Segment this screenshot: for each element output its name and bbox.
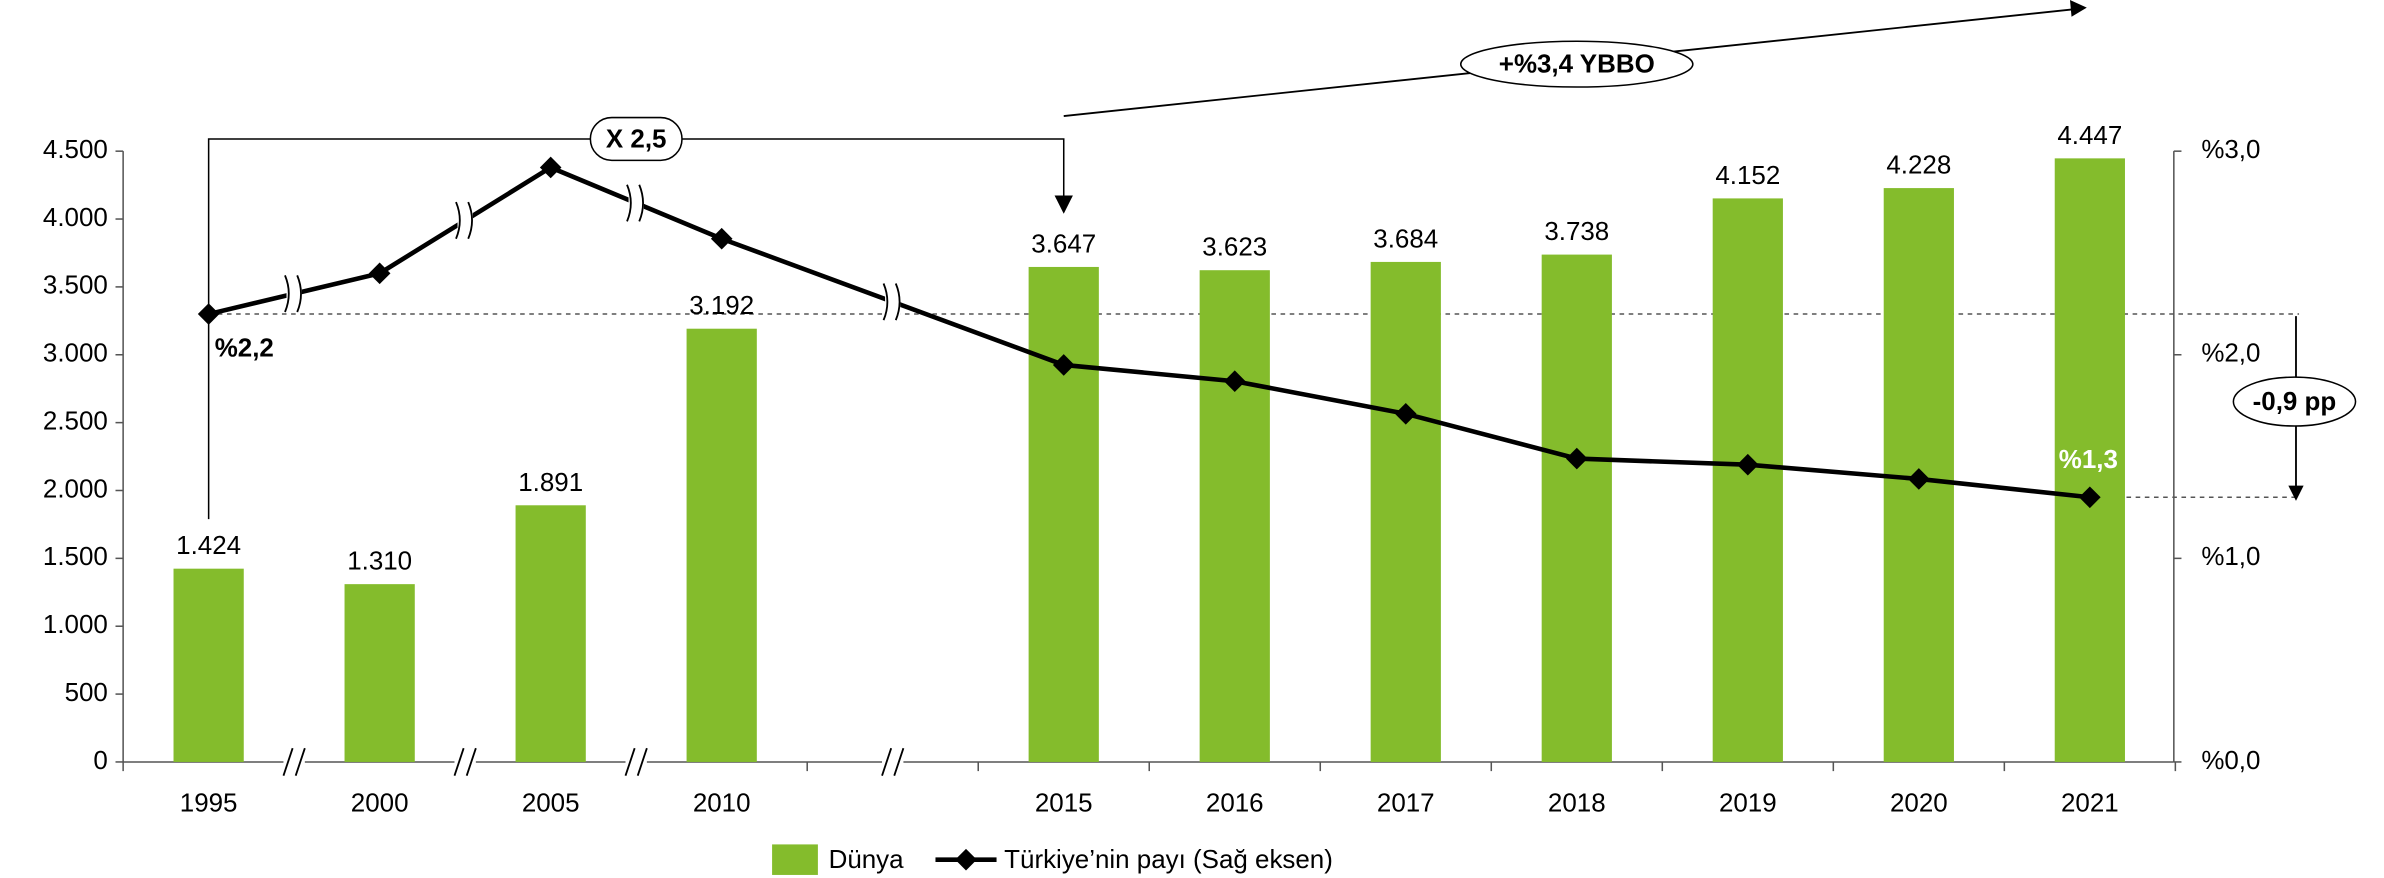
y-tick-label: 3.500 <box>43 272 108 300</box>
line <box>208 164 2091 500</box>
bar <box>1199 270 1270 762</box>
line-break <box>296 275 302 313</box>
line-break <box>284 275 290 313</box>
x-tick-label: 2021 <box>2061 790 2119 818</box>
line-break-gap <box>885 283 901 321</box>
annotation-box <box>1459 40 1694 88</box>
line-break <box>626 184 632 222</box>
line-break <box>455 201 461 240</box>
x-tick-label: 2015 <box>1035 790 1093 818</box>
break-gap <box>454 746 476 778</box>
bar-value-label: 1.891 <box>518 469 583 497</box>
y-tick-label: 2.000 <box>43 475 108 503</box>
bar <box>1370 261 1441 762</box>
bar <box>173 568 244 762</box>
y-tick-label: 2.500 <box>43 407 108 435</box>
legend-label: Dünya <box>829 846 905 874</box>
x-tick-label: 2017 <box>1377 790 1435 818</box>
bar-value-label: 1.424 <box>176 532 241 560</box>
arrowhead <box>2070 0 2087 17</box>
line-marker <box>1565 447 1588 470</box>
line-break <box>638 184 644 222</box>
x-tick-label: 1995 <box>180 790 238 818</box>
x-tick-label: 2010 <box>693 790 751 818</box>
bar-value-label: 4.447 <box>2057 122 2122 150</box>
y-tick-label: 4.500 <box>43 136 108 164</box>
axis-break <box>893 747 905 776</box>
arrowhead <box>1054 195 1073 214</box>
bar <box>686 328 757 762</box>
y-tick-label: 1.000 <box>43 611 108 639</box>
bar-value-label: 3.192 <box>689 292 754 320</box>
bar <box>515 505 586 762</box>
line-break <box>894 283 901 321</box>
line-marker <box>1394 403 1417 425</box>
bar-value-label: 3.738 <box>1544 218 1609 246</box>
x-tick-label: 2019 <box>1719 790 1777 818</box>
bar-value-label: 1.310 <box>347 548 412 576</box>
y-tick-label: 3.000 <box>43 340 108 368</box>
line-marker <box>710 227 733 250</box>
x-tick-label: 2000 <box>351 790 409 818</box>
x-tick-label: 2005 <box>522 790 580 818</box>
line-marker <box>1737 453 1759 476</box>
y2-tick-label: %2,0 <box>2201 340 2260 368</box>
bar-value-label: 3.684 <box>1373 225 1438 253</box>
x-tick-label: 2018 <box>1548 790 1606 818</box>
y-tick-label: 0 <box>93 747 107 775</box>
axis-break <box>624 747 636 776</box>
line-break-gap <box>286 275 302 313</box>
bar <box>1028 266 1099 762</box>
axis-break <box>282 747 294 776</box>
y2-tick-label: %3,0 <box>2201 136 2260 164</box>
arrowhead <box>2288 485 2304 501</box>
x-tick-label: 2016 <box>1206 790 1264 818</box>
legend-label: Türkiye’nin payı (Sağ eksen) <box>1004 846 1333 874</box>
line-marker <box>539 156 562 179</box>
bar <box>344 584 415 762</box>
axis-break <box>294 747 306 776</box>
axis-break <box>636 747 648 776</box>
annotation: +%3,4 YBBO <box>1499 51 1655 79</box>
bar <box>1541 254 1612 762</box>
line-marker <box>2079 486 2101 509</box>
line-break <box>882 283 889 321</box>
line-marker <box>368 262 391 285</box>
axis-break <box>881 747 893 776</box>
annotation: X 2,5 <box>606 125 667 153</box>
line-break-gap <box>457 202 473 239</box>
line-marker <box>1908 468 1930 490</box>
bar-value-label: 3.647 <box>1031 230 1096 258</box>
y-tick-label: 500 <box>65 679 108 707</box>
break-gap <box>625 746 647 778</box>
annotation: %1,3 <box>2059 446 2118 474</box>
axis-break <box>453 747 465 776</box>
bar-value-label: 4.152 <box>1715 162 1780 190</box>
bar-value-label: 3.623 <box>1202 234 1267 262</box>
break-gap <box>283 746 305 778</box>
y-tick-label: 1.500 <box>43 543 108 571</box>
break-gap <box>882 746 904 778</box>
bar <box>1712 198 1783 762</box>
x-tick-label: 2020 <box>1890 790 1948 818</box>
bar-value-label: 4.228 <box>1886 152 1951 180</box>
line-break-gap <box>628 184 644 222</box>
annotation: -0,9 pp <box>2253 388 2337 416</box>
annotation-box <box>589 116 683 162</box>
legend-swatch <box>772 844 818 875</box>
annotation-box <box>2232 376 2357 427</box>
y2-tick-label: %1,0 <box>2201 543 2260 571</box>
annotation: %2,2 <box>215 335 274 363</box>
y2-tick-label: %0,0 <box>2201 747 2260 775</box>
bar <box>2054 158 2125 762</box>
line-marker <box>1052 354 1075 376</box>
line-break <box>467 201 473 240</box>
axis-break <box>465 747 477 776</box>
y-tick-label: 4.000 <box>43 204 108 232</box>
legend-marker <box>955 848 977 871</box>
